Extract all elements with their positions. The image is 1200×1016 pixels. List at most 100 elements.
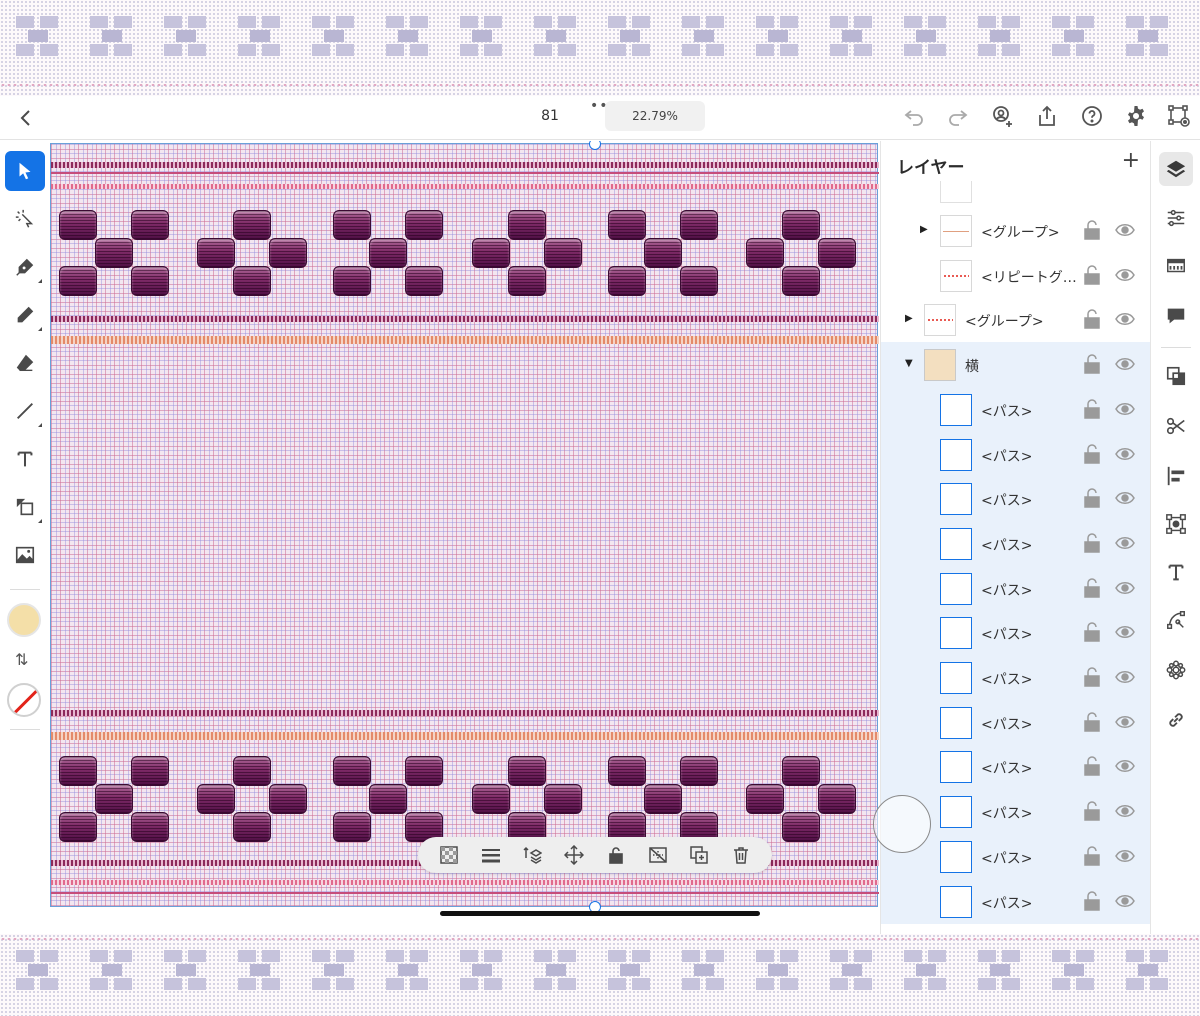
layer-visibility-eye-icon[interactable] bbox=[1115, 355, 1135, 373]
layer-visibility-eye-icon[interactable] bbox=[1115, 534, 1135, 552]
lock-icon[interactable] bbox=[605, 844, 627, 866]
share-export-icon[interactable] bbox=[1033, 104, 1061, 132]
layer-visibility-eye-icon[interactable] bbox=[1115, 668, 1135, 686]
image-icon[interactable] bbox=[5, 535, 45, 575]
collapse-triangle-icon[interactable]: ▼ bbox=[905, 358, 913, 370]
layer-row[interactable]: <パス> bbox=[881, 744, 1150, 790]
layer-visibility-eye-icon[interactable] bbox=[1115, 400, 1135, 418]
layer-row[interactable]: <パス> bbox=[881, 431, 1150, 477]
artboard-pattern[interactable] bbox=[50, 143, 879, 907]
layer-visibility-eye-icon[interactable] bbox=[1115, 221, 1135, 239]
layer-lock-icon[interactable] bbox=[1083, 264, 1101, 285]
layer-lock-icon[interactable] bbox=[1083, 354, 1101, 374]
align-icon[interactable] bbox=[1159, 459, 1193, 493]
layer-lock-icon[interactable] bbox=[1083, 756, 1101, 777]
layer-visibility-eye-icon[interactable] bbox=[1115, 757, 1135, 775]
settings-gear-icon[interactable] bbox=[1122, 104, 1150, 132]
undo-icon[interactable] bbox=[900, 104, 928, 132]
comments-icon[interactable] bbox=[1159, 299, 1193, 333]
layer-lock-icon[interactable] bbox=[1083, 533, 1101, 553]
hide-icon[interactable] bbox=[647, 844, 669, 866]
add-layer-button[interactable]: + bbox=[1121, 148, 1140, 173]
layers-icon[interactable] bbox=[1159, 152, 1193, 186]
scissors-icon[interactable] bbox=[1159, 409, 1193, 443]
selection-handle-bottom[interactable] bbox=[589, 901, 601, 911]
layer-visibility-eye-icon[interactable] bbox=[1115, 266, 1135, 284]
fill-color-swatch[interactable] bbox=[7, 603, 41, 637]
layer-row[interactable]: <パス> bbox=[881, 878, 1150, 924]
layer-row[interactable]: ▼ 横 bbox=[881, 342, 1150, 388]
canvas[interactable] bbox=[50, 141, 879, 911]
layer-row[interactable]: <パス> bbox=[881, 833, 1150, 879]
type-icon[interactable] bbox=[5, 439, 45, 479]
expand-triangle-icon[interactable]: ▶ bbox=[905, 313, 913, 325]
layer-lock-icon[interactable] bbox=[1083, 443, 1101, 464]
layer-visibility-eye-icon[interactable] bbox=[1115, 713, 1135, 731]
expand-triangle-icon[interactable]: ▶ bbox=[920, 224, 928, 235]
layer-lock-icon[interactable] bbox=[1083, 399, 1101, 419]
delete-icon[interactable] bbox=[730, 844, 752, 866]
layer-visibility-eye-icon[interactable] bbox=[1115, 489, 1135, 507]
layer-lock-icon[interactable] bbox=[1083, 846, 1101, 866]
layer-lock-icon[interactable] bbox=[1083, 890, 1101, 911]
layer-lock-icon[interactable] bbox=[1083, 220, 1101, 240]
redo-icon[interactable] bbox=[944, 104, 972, 132]
pattern-block bbox=[333, 756, 371, 786]
swatches-icon[interactable] bbox=[1159, 249, 1193, 283]
stroke-none-swatch[interactable] bbox=[7, 683, 41, 717]
direct-select-icon[interactable] bbox=[5, 199, 45, 239]
duplicate-icon[interactable] bbox=[688, 844, 710, 866]
arrange-icon[interactable] bbox=[521, 844, 543, 866]
layer-visibility-eye-icon[interactable] bbox=[1115, 623, 1135, 641]
layer-lock-icon[interactable] bbox=[1083, 577, 1101, 598]
layer-visibility-eye-icon[interactable] bbox=[1115, 892, 1135, 910]
layer-row[interactable]: <パス> bbox=[881, 655, 1150, 700]
touch-shortcut-circle[interactable] bbox=[873, 795, 931, 853]
layer-row[interactable]: <パス> bbox=[881, 699, 1150, 745]
layer-row[interactable]: ▶ <グループ> bbox=[881, 208, 1150, 253]
layer-lock-icon[interactable] bbox=[1083, 711, 1101, 732]
layer-row[interactable]: <パス> bbox=[881, 610, 1150, 656]
pattern-stripe bbox=[51, 880, 879, 885]
help-icon[interactable] bbox=[1078, 104, 1106, 132]
pathfinder-icon[interactable] bbox=[1159, 359, 1193, 393]
pen-icon[interactable] bbox=[5, 247, 45, 287]
layer-visibility-eye-icon[interactable] bbox=[1115, 847, 1135, 865]
pencil-icon[interactable] bbox=[5, 295, 45, 335]
layer-visibility-eye-icon[interactable] bbox=[1115, 579, 1135, 597]
invite-user-icon[interactable] bbox=[988, 104, 1016, 132]
layer-lock-icon[interactable] bbox=[1083, 801, 1101, 821]
layer-row[interactable]: ▶ <グループ> bbox=[881, 297, 1150, 342]
layer-row[interactable]: <リピートグ… bbox=[881, 253, 1150, 298]
link-icon[interactable] bbox=[1159, 703, 1193, 737]
layer-row[interactable]: <パス> bbox=[881, 386, 1150, 432]
properties-sliders-icon[interactable] bbox=[1159, 201, 1193, 235]
layer-visibility-eye-icon[interactable] bbox=[1115, 445, 1135, 463]
layer-lock-icon[interactable] bbox=[1083, 622, 1101, 643]
layer-row[interactable]: <パス> bbox=[881, 565, 1150, 611]
swap-fill-stroke-icon[interactable]: ⇅ bbox=[15, 650, 29, 669]
layer-thumbnail bbox=[940, 215, 972, 247]
stroke-weight-icon[interactable] bbox=[480, 844, 502, 866]
path-tools-icon[interactable] bbox=[1159, 603, 1193, 637]
type-panel-icon[interactable] bbox=[1159, 555, 1193, 589]
layer-row[interactable]: <パス> bbox=[881, 476, 1150, 522]
transform-icon[interactable] bbox=[1159, 507, 1193, 541]
layer-lock-icon[interactable] bbox=[1083, 488, 1101, 508]
shape-icon[interactable] bbox=[5, 487, 45, 527]
move-icon[interactable] bbox=[563, 844, 585, 866]
line-icon[interactable] bbox=[5, 391, 45, 431]
selection-handle-top[interactable] bbox=[589, 141, 601, 150]
layer-lock-icon[interactable] bbox=[1083, 667, 1101, 687]
layer-visibility-eye-icon[interactable] bbox=[1115, 310, 1135, 328]
pattern-icon[interactable] bbox=[1159, 653, 1193, 687]
zoom-level[interactable]: 22.79% bbox=[605, 101, 705, 131]
transparency-icon[interactable] bbox=[438, 844, 460, 866]
artboard-view-icon[interactable] bbox=[1165, 104, 1193, 132]
layer-visibility-eye-icon[interactable] bbox=[1115, 802, 1135, 820]
eraser-icon[interactable] bbox=[5, 343, 45, 383]
back-chevron-icon[interactable] bbox=[14, 106, 38, 130]
layer-row[interactable]: <パス> bbox=[881, 520, 1150, 566]
layer-lock-icon[interactable] bbox=[1083, 309, 1101, 330]
selection-arrow-icon[interactable] bbox=[5, 151, 45, 191]
